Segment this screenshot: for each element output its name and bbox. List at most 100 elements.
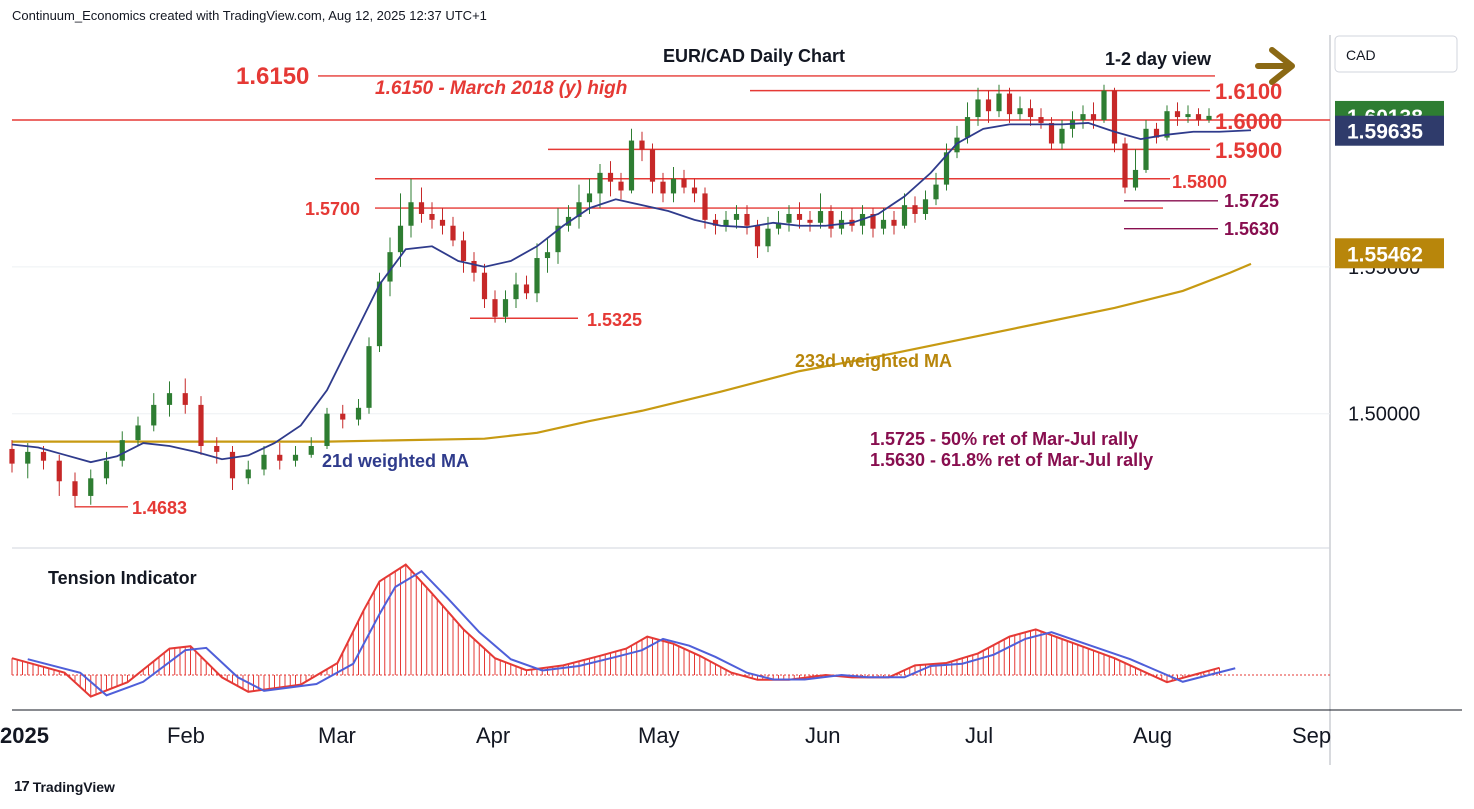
candle[interactable] xyxy=(660,172,666,203)
candle[interactable] xyxy=(1111,87,1118,153)
candle[interactable] xyxy=(597,164,603,209)
candle[interactable] xyxy=(996,84,1002,118)
candle[interactable] xyxy=(513,272,519,308)
candle[interactable] xyxy=(985,90,992,123)
candle[interactable] xyxy=(1185,105,1191,123)
candle[interactable] xyxy=(135,416,141,447)
candle[interactable] xyxy=(72,472,78,508)
candle[interactable] xyxy=(975,87,981,126)
candle[interactable] xyxy=(1132,149,1139,191)
tradingview-brand[interactable]: 17 TradingView xyxy=(14,778,115,795)
candle[interactable] xyxy=(523,275,530,300)
candle[interactable] xyxy=(366,337,372,414)
candle[interactable] xyxy=(744,205,750,235)
candle[interactable] xyxy=(9,440,15,473)
candle[interactable] xyxy=(1101,84,1107,123)
candle[interactable] xyxy=(1153,122,1160,144)
candle[interactable] xyxy=(1206,108,1212,123)
candle[interactable] xyxy=(439,208,446,235)
candle[interactable] xyxy=(492,290,498,323)
candle[interactable] xyxy=(628,128,635,194)
candle[interactable] xyxy=(901,193,908,229)
candle[interactable] xyxy=(1048,117,1055,150)
candle[interactable] xyxy=(618,172,624,200)
candle[interactable] xyxy=(418,187,425,223)
candle[interactable] xyxy=(56,454,62,496)
candle[interactable] xyxy=(25,443,31,479)
candle[interactable] xyxy=(119,431,125,467)
candle[interactable] xyxy=(1006,87,1013,123)
candle[interactable] xyxy=(954,125,960,159)
candle[interactable] xyxy=(649,143,656,194)
candle[interactable] xyxy=(481,263,488,308)
time-axis[interactable]: 2025 Feb Mar Apr May Jun Jul Aug Sep xyxy=(0,723,1331,748)
candle[interactable] xyxy=(838,211,845,235)
candle[interactable] xyxy=(849,208,855,232)
candle[interactable] xyxy=(292,446,299,467)
candle[interactable] xyxy=(576,184,582,229)
candle[interactable] xyxy=(182,378,188,414)
candle[interactable] xyxy=(40,446,47,470)
candle[interactable] xyxy=(397,193,404,267)
candle[interactable] xyxy=(534,243,540,303)
candle[interactable] xyxy=(817,193,824,229)
candle[interactable] xyxy=(733,205,740,229)
candle[interactable] xyxy=(544,237,551,273)
candle[interactable] xyxy=(943,143,950,191)
candle[interactable] xyxy=(408,178,414,238)
candle[interactable] xyxy=(880,208,887,235)
candle[interactable] xyxy=(922,190,929,220)
candle[interactable] xyxy=(1122,137,1128,194)
candle[interactable] xyxy=(450,216,456,247)
candle[interactable] xyxy=(1195,108,1202,126)
candle[interactable] xyxy=(786,205,792,232)
candle[interactable] xyxy=(429,202,435,229)
candle[interactable] xyxy=(1017,96,1023,120)
candle[interactable] xyxy=(1080,105,1086,129)
candle[interactable] xyxy=(639,131,645,162)
candle[interactable] xyxy=(891,211,897,235)
candle[interactable] xyxy=(245,460,251,485)
tension-indicator-title: Tension Indicator xyxy=(48,568,197,588)
candle[interactable] xyxy=(324,407,330,449)
candle[interactable] xyxy=(277,443,283,470)
candle[interactable] xyxy=(308,437,314,458)
candlestick-series[interactable] xyxy=(9,84,1212,508)
candle[interactable] xyxy=(828,205,834,238)
candle[interactable] xyxy=(460,231,467,273)
candle-body xyxy=(618,181,624,191)
candle[interactable] xyxy=(1174,102,1181,126)
candle[interactable] xyxy=(555,208,561,264)
candle[interactable] xyxy=(502,290,509,323)
candle[interactable] xyxy=(807,211,813,232)
candle[interactable] xyxy=(870,208,876,238)
candle[interactable] xyxy=(670,166,677,203)
candle[interactable] xyxy=(796,202,803,229)
candle[interactable] xyxy=(723,211,729,232)
level-label-1.6150: 1.6150 xyxy=(236,63,309,90)
candle[interactable] xyxy=(88,469,94,505)
candle[interactable] xyxy=(933,172,939,206)
candle[interactable] xyxy=(151,393,157,432)
candle[interactable] xyxy=(387,237,393,297)
candle[interactable] xyxy=(1027,99,1034,126)
candle[interactable] xyxy=(565,205,572,232)
candle[interactable] xyxy=(261,446,267,476)
candle[interactable] xyxy=(229,446,236,491)
candle[interactable] xyxy=(681,169,687,194)
candle[interactable] xyxy=(607,161,614,197)
candle[interactable] xyxy=(1143,120,1149,173)
candle[interactable] xyxy=(1038,108,1044,129)
candle[interactable] xyxy=(471,252,477,282)
candle[interactable] xyxy=(355,399,362,426)
candle[interactable] xyxy=(214,437,220,464)
candle[interactable] xyxy=(198,396,204,455)
candle[interactable] xyxy=(912,196,918,223)
candle[interactable] xyxy=(340,404,346,429)
candle[interactable] xyxy=(103,451,110,485)
candle[interactable] xyxy=(691,178,698,203)
candle[interactable] xyxy=(765,216,771,253)
candle[interactable] xyxy=(166,381,173,417)
